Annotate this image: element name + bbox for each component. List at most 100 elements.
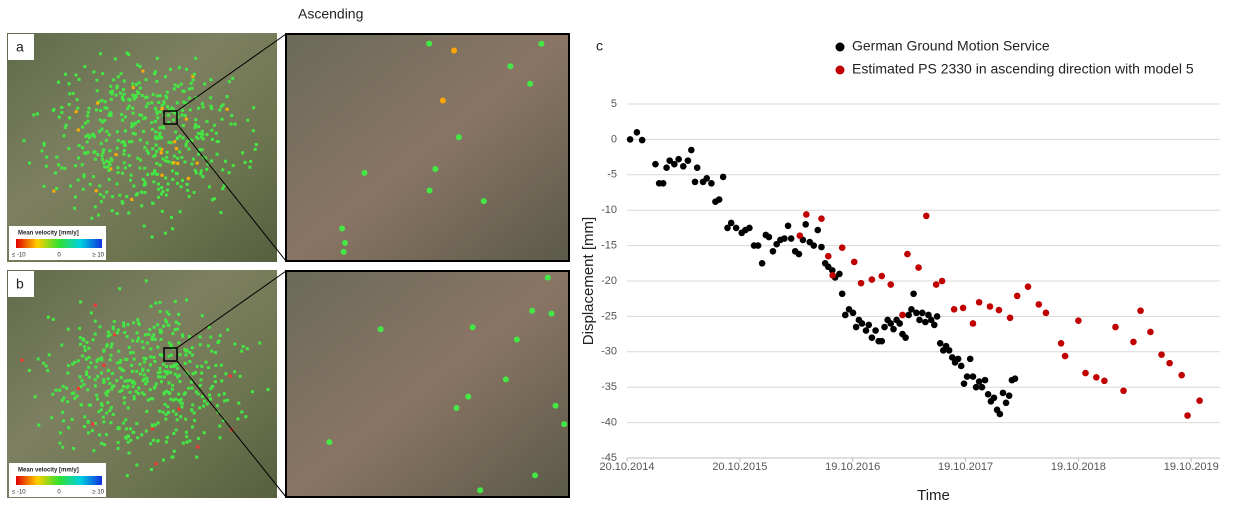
map-point bbox=[233, 343, 236, 346]
panel-label: c bbox=[596, 38, 603, 54]
data-point bbox=[863, 327, 870, 334]
map-point bbox=[34, 395, 37, 398]
map-point bbox=[150, 101, 153, 104]
map-point bbox=[174, 398, 177, 401]
map-point bbox=[81, 354, 84, 357]
map-point bbox=[92, 133, 95, 136]
map-point bbox=[155, 144, 158, 147]
map-point bbox=[149, 388, 152, 391]
colorbar-ramp bbox=[16, 239, 102, 248]
map-point bbox=[185, 118, 188, 121]
map-point bbox=[144, 382, 147, 385]
map-point bbox=[188, 335, 191, 338]
map-point bbox=[203, 400, 206, 403]
map-point bbox=[127, 441, 130, 444]
map-point bbox=[135, 83, 138, 86]
map-point bbox=[242, 345, 245, 348]
data-point bbox=[976, 299, 983, 306]
heading: Ascending bbox=[298, 6, 363, 22]
map-point bbox=[164, 75, 167, 78]
data-point bbox=[899, 312, 906, 319]
map-point bbox=[111, 90, 114, 93]
y-tick-label: -40 bbox=[601, 417, 617, 429]
map-point bbox=[88, 107, 91, 110]
map-point bbox=[107, 377, 110, 380]
map-point bbox=[79, 375, 82, 378]
data-point bbox=[890, 326, 897, 333]
map-point bbox=[83, 425, 86, 428]
map-point bbox=[545, 275, 551, 281]
map-point bbox=[108, 149, 111, 152]
map-point bbox=[201, 130, 204, 133]
map-point bbox=[125, 427, 128, 430]
chart: 50-5-10-15-20-25-30-35-40-4520.10.201420… bbox=[580, 38, 1220, 504]
data-point bbox=[961, 380, 968, 387]
map-point bbox=[127, 435, 130, 438]
map-point bbox=[163, 403, 166, 406]
map-point bbox=[172, 118, 175, 121]
map-point bbox=[84, 122, 87, 125]
map-point bbox=[161, 210, 164, 213]
data-point bbox=[896, 320, 903, 327]
data-point bbox=[958, 363, 965, 370]
data-point bbox=[905, 312, 912, 319]
map-point bbox=[155, 173, 158, 176]
data-point bbox=[785, 222, 792, 229]
map-point bbox=[159, 94, 162, 97]
data-point bbox=[853, 324, 860, 331]
map-point bbox=[181, 335, 184, 338]
map-point bbox=[46, 369, 49, 372]
map-point bbox=[116, 361, 119, 364]
map-point bbox=[126, 474, 129, 477]
data-point bbox=[663, 164, 670, 171]
map-point bbox=[129, 439, 132, 442]
data-point bbox=[796, 251, 803, 258]
map-point bbox=[153, 72, 156, 75]
map-point bbox=[190, 408, 193, 411]
map-point bbox=[99, 325, 102, 328]
map-point bbox=[100, 358, 103, 361]
data-point bbox=[973, 384, 980, 391]
map-point bbox=[142, 178, 145, 181]
legend-marker bbox=[836, 66, 845, 75]
map-point bbox=[125, 358, 128, 361]
map-point bbox=[77, 156, 80, 159]
map-point bbox=[115, 94, 118, 97]
map-point bbox=[166, 151, 169, 154]
map-point bbox=[123, 401, 126, 404]
map-point bbox=[197, 107, 200, 110]
data-point bbox=[818, 215, 825, 222]
map-point bbox=[111, 195, 114, 198]
data-point bbox=[1075, 317, 1082, 324]
map-point bbox=[124, 129, 127, 132]
map-point bbox=[167, 141, 170, 144]
data-point bbox=[1158, 351, 1165, 358]
map-point bbox=[98, 184, 101, 187]
map-point bbox=[180, 83, 183, 86]
map-point bbox=[123, 142, 126, 145]
map-point bbox=[68, 103, 71, 106]
map-point bbox=[126, 386, 129, 389]
map-point bbox=[105, 412, 108, 415]
map-point bbox=[112, 78, 115, 81]
map-point bbox=[99, 109, 102, 112]
map-point bbox=[94, 205, 97, 208]
map-point bbox=[174, 373, 177, 376]
data-point bbox=[1012, 375, 1019, 382]
map-point bbox=[152, 93, 155, 96]
y-tick-label: -35 bbox=[601, 381, 617, 393]
map-point bbox=[154, 338, 157, 341]
map-point bbox=[194, 57, 197, 60]
map-point bbox=[135, 390, 138, 393]
map-point bbox=[150, 468, 153, 471]
map-point bbox=[103, 106, 106, 109]
map-point bbox=[144, 96, 147, 99]
map-point bbox=[145, 430, 148, 433]
map-point bbox=[81, 146, 84, 149]
map-point bbox=[143, 146, 146, 149]
map-point bbox=[230, 122, 233, 125]
map-point bbox=[184, 418, 187, 421]
map-point bbox=[176, 375, 179, 378]
data-point bbox=[814, 227, 821, 234]
map-point bbox=[131, 370, 134, 373]
